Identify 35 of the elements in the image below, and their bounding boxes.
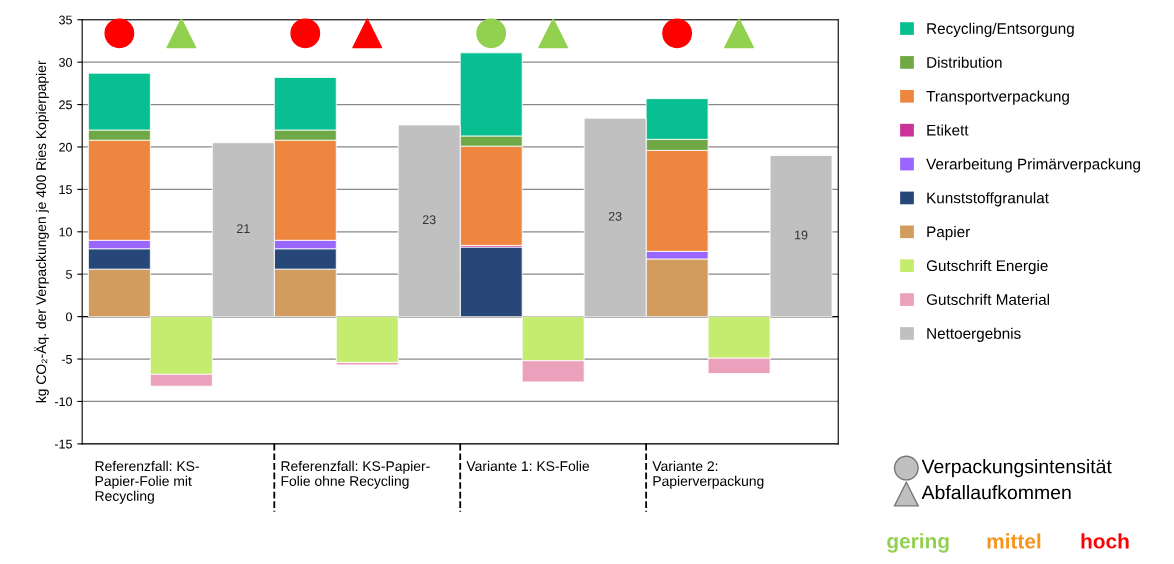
- data-label: 21: [236, 224, 250, 233]
- legend-label: Papier: [927, 226, 970, 241]
- legend-label: Verarbeitung Primärverpackung: [926, 158, 1140, 173]
- legend-label: Recycling/Entsorgung: [927, 22, 1074, 37]
- text: Verpackungsintensität: [921, 459, 1112, 478]
- data-label: 23: [608, 211, 622, 221]
- category-label: gering: [887, 533, 949, 553]
- legend-label: Etikett: [927, 124, 969, 136]
- legend-label: Gutschrift Energie: [926, 259, 1048, 275]
- y-tick-label: 10: [59, 227, 72, 237]
- x-tick-label: Variante 1: KS-Folie: [466, 460, 590, 472]
- y-tick-label: 25: [59, 100, 72, 110]
- x-tick-label: Variante 2: Papierverpackung: [652, 460, 764, 489]
- text: Abfallaufkommen: [921, 485, 1071, 500]
- legend-label: Transportverpackung: [926, 90, 1069, 105]
- category-label: hoch: [1081, 533, 1129, 549]
- y-tick-label: 15: [59, 185, 72, 195]
- y-tick-label: -10: [54, 397, 72, 407]
- x-tick-label: Referenzfall: KS-Papier- Folie ohne Recycling: [281, 460, 430, 489]
- data-label: 23: [422, 215, 436, 225]
- y-tick-label: 30: [59, 57, 72, 67]
- y-tick-label: 0: [65, 312, 72, 322]
- x-tick-label: Referenzfall: KS- Papier-Folie mit Recycling: [95, 460, 199, 504]
- y-tick-label: 5: [66, 270, 72, 279]
- y-axis-title: kg CO₂-Äq. der Verpackungen je 400 Ries Kopierpapier: [34, 60, 49, 403]
- y-tick-label: 35: [59, 15, 72, 25]
- y-tick-label: -15: [54, 439, 72, 449]
- category-label: mittel: [987, 533, 1041, 549]
- data-label: 19: [795, 230, 808, 240]
- y-tick-label: 20: [59, 142, 72, 152]
- legend-label: Distribution: [927, 56, 1002, 68]
- y-tick-label: -5: [61, 354, 72, 364]
- legend-label: Nettoergebnis: [927, 327, 1021, 342]
- legend-label: Kunststoffgranulat: [927, 192, 1049, 207]
- legend-label: Gutschrift Material: [926, 293, 1050, 305]
